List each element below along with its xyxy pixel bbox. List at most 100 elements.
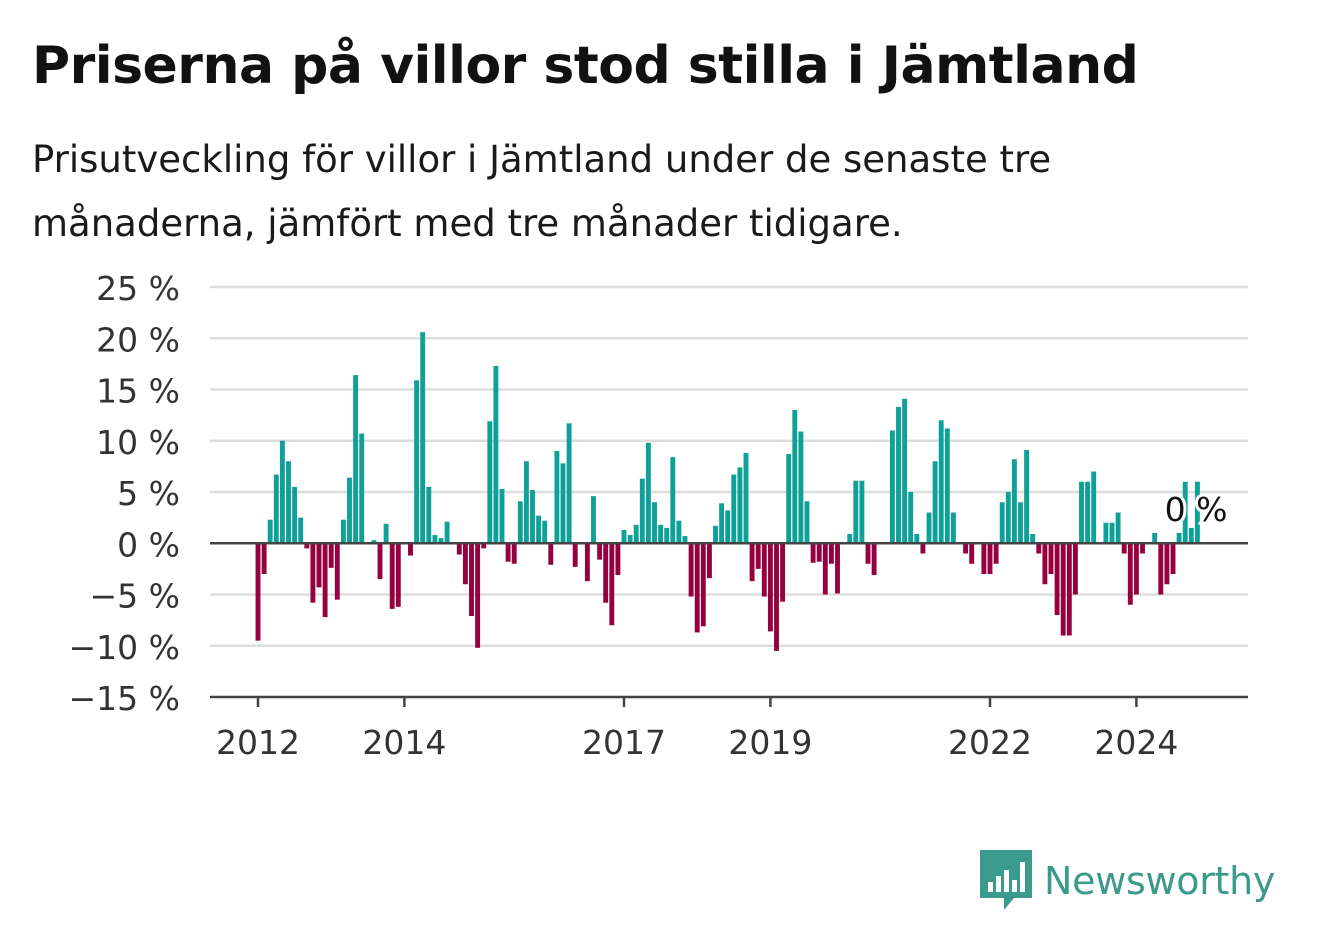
bar [987,543,993,574]
bar [816,543,822,562]
bar [1018,502,1023,544]
bar [292,486,298,544]
bar [828,543,834,564]
chart-subtitle: Prisutveckling för villor i Jämtland und… [32,138,1052,245]
bar [774,543,779,651]
bar [926,512,932,544]
bar [694,543,700,633]
bar [902,398,908,544]
bar [542,520,548,544]
bar [395,543,401,607]
bar [1194,481,1200,544]
bar [1152,533,1158,544]
bar [255,543,261,641]
brand-name: Newsworthy [1044,859,1276,903]
bar [353,375,359,544]
y-tick-label: 0 % [117,525,180,564]
bar [700,543,706,627]
bar [609,543,615,626]
bar [847,534,853,544]
bar [682,536,688,544]
bar [298,517,304,544]
bar [676,520,682,544]
bar [408,543,413,556]
bar [664,527,670,544]
bar [286,461,291,544]
bar [444,521,450,544]
bar [706,543,712,579]
bar [554,451,560,544]
y-tick-label: −10 % [69,628,181,667]
bar [340,519,346,544]
bar [938,420,944,544]
bar [322,543,328,618]
bar [261,543,267,574]
bar [944,428,950,544]
bar [871,543,877,576]
bar [670,457,676,544]
bar [438,538,444,544]
bar [603,543,609,603]
bar [334,543,340,600]
bar [1115,512,1121,544]
bar [371,540,377,544]
x-tick-label: 2024 [1094,723,1178,762]
brand-logo[interactable]: Newsworthy [980,850,1275,912]
bar [889,430,895,544]
bar [719,503,725,544]
y-tick-label: 10 % [96,423,180,462]
bar [853,480,859,544]
bar [572,543,578,567]
bar [822,543,828,595]
bar [1121,543,1127,554]
bar [377,543,383,580]
bar [737,467,743,544]
bar [328,543,334,568]
bar [426,486,432,544]
bar [1011,459,1017,544]
bar [767,543,773,632]
bar [499,488,505,544]
bar [475,543,481,648]
bar [584,543,590,582]
bar [530,489,535,544]
bar [1072,543,1078,595]
bar [981,543,987,574]
bar [615,543,621,576]
bar [639,478,645,544]
bar [1030,534,1036,544]
bar [645,442,651,544]
y-tick-label: 15 % [96,372,180,411]
bar [548,543,554,565]
bar [456,543,462,555]
bar [688,543,694,597]
bar [865,543,871,564]
bar [560,463,566,544]
bar [993,543,999,564]
bar [969,543,975,564]
bar [1085,481,1091,544]
bar [511,543,517,564]
bar [487,421,493,544]
bar [469,543,474,617]
x-tick-label: 2014 [362,723,446,762]
bar [493,365,499,544]
bar [749,543,755,582]
bar [420,332,426,544]
bar [1164,543,1170,585]
x-tick-label: 2017 [582,723,666,762]
bar [1048,543,1054,574]
bar [1103,522,1109,544]
bar [310,543,316,603]
latest-value-label: 0 % [1165,490,1228,529]
bar [566,423,572,544]
y-tick-label: 5 % [117,474,180,513]
bar [908,492,914,544]
bar [591,496,596,544]
bar [1091,471,1097,544]
bar [279,440,285,544]
x-tick-label: 2022 [948,723,1032,762]
bar [731,474,737,544]
bar [652,502,657,544]
bar [804,501,810,544]
